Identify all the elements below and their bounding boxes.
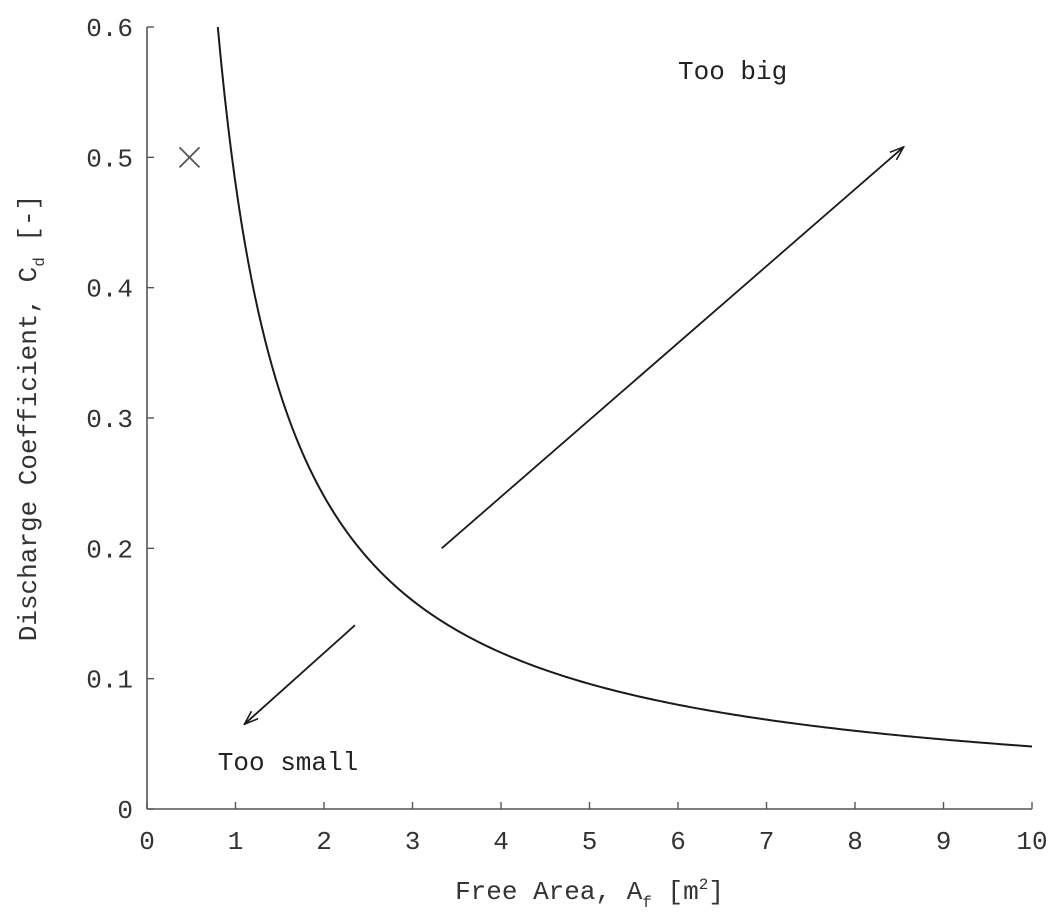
x-axis-title-suffix: ] [708,877,724,907]
x-tick-label: 7 [759,827,775,857]
annotation-label: Too small [218,748,358,778]
y-tick-label: 0.2 [86,535,133,565]
x-tick-label: 4 [493,827,509,857]
x-tick-label: 5 [582,827,598,857]
annotation-arrow [244,624,356,724]
curve [216,26,1033,748]
x-axis-title-prefix: Free Area, A [455,877,643,907]
y-tick-label: 0.5 [86,144,133,174]
x-axis-title-subscript: f [642,894,652,912]
x-tick-label: 9 [936,827,952,857]
y-axis-title-prefix: Discharge Coefficient, C [14,267,44,641]
y-tick-label: 0.6 [86,14,133,44]
y-tick-label: 0 [117,796,133,826]
x-tick-label: 8 [847,827,863,857]
markers [178,146,201,168]
annotations: Too big Too small [218,57,904,778]
y-axis-title: Discharge Coefficient, Cd [-] [14,195,49,642]
y-tick-label: 0.1 [86,666,133,696]
x-tick-label: 6 [670,827,686,857]
x-tick-label: 3 [405,827,421,857]
x-tick-label: 10 [1016,827,1047,857]
y-tick-label: 0.4 [86,275,133,305]
x-axis-title-superscript: 2 [699,876,709,894]
x-axis-title-middle: [m [652,877,699,907]
annotation-arrow [441,147,904,550]
y-axis-title-subscript: d [31,257,49,267]
y-tick-label: 0.3 [86,405,133,435]
cross-marker-stroke [178,146,201,168]
x-tick-label: 0 [139,827,155,857]
annotation-label: Too big [678,57,787,87]
x-tick-label: 2 [316,827,332,857]
x-tick-label: 1 [228,827,244,857]
cross-marker [178,146,201,168]
ticks: 0 1 2 3 4 5 6 7 8 9 10 0 0.1 0.2 0.3 0.4 0.5 0.6 [86,14,1047,857]
series-line [216,26,1033,748]
y-axis-title-suffix: [-] [14,195,44,257]
x-axis-title: Free Area, Af [m2] [455,876,724,912]
